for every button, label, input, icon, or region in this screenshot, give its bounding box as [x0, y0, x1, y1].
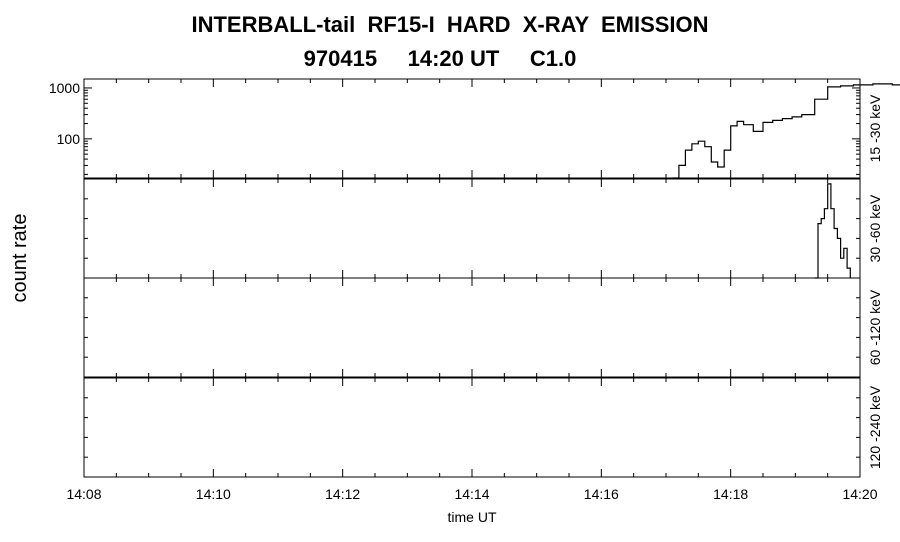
- series-line-1: [672, 83, 900, 179]
- channel-label: 120 -240 keV: [867, 385, 883, 469]
- series-line-2: [814, 183, 851, 279]
- y-axis-label: count rate: [9, 214, 31, 303]
- x-tick-label: 14:20: [842, 486, 877, 502]
- x-axis-label: time UT: [448, 509, 497, 525]
- panel-frame-4: [83, 377, 861, 478]
- channel-label: 15 -30 keV: [867, 94, 883, 162]
- x-tick-label: 14:18: [713, 486, 748, 502]
- x-tick-label: 14:12: [325, 486, 360, 502]
- channel-label: 30 -60 keV: [867, 194, 883, 262]
- y-tick-label: 100: [57, 131, 81, 147]
- panel-frame-3: [83, 277, 861, 378]
- panel-frame-1: [83, 78, 861, 179]
- x-tick-label: 14:16: [584, 486, 619, 502]
- panel-frame-2: [83, 178, 861, 279]
- chart-title: INTERBALL-tail RF15-I HARD X-RAY EMISSIO…: [191, 12, 709, 37]
- y-tick-label: 1000: [49, 80, 80, 96]
- x-tick-label: 14:10: [196, 486, 231, 502]
- x-tick-label: 14:14: [454, 486, 489, 502]
- chart-subtitle: 970415 14:20 UT C1.0: [303, 46, 577, 71]
- x-tick-label: 14:08: [66, 486, 101, 502]
- channel-label: 60 -120 keV: [867, 289, 883, 365]
